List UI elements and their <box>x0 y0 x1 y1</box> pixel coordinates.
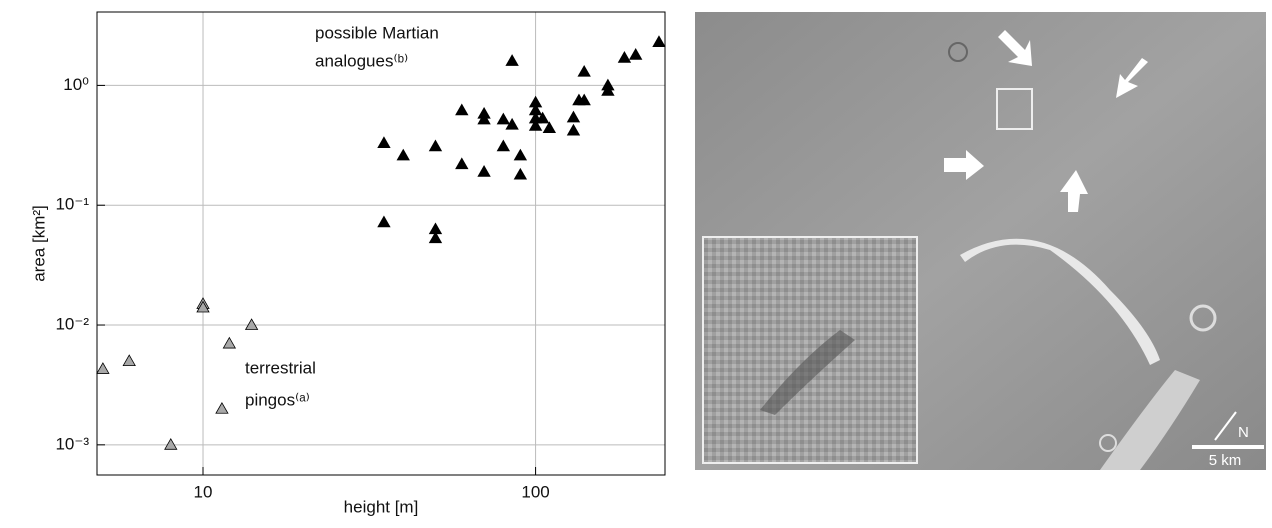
ridge <box>1100 370 1200 470</box>
data-point <box>455 157 469 170</box>
data-point <box>377 215 391 228</box>
data-point <box>244 318 259 330</box>
plot-frame <box>96 11 666 476</box>
data-point <box>577 93 591 106</box>
data-point <box>122 354 136 366</box>
data-point <box>377 136 391 148</box>
crater-rim <box>960 238 1160 365</box>
annotation: possible Martian <box>315 23 439 42</box>
y-tick-label: 10⁻² <box>55 315 89 334</box>
annotation: pingos⁽ᵃ⁾ <box>245 390 310 409</box>
crater <box>948 42 968 62</box>
annotation: terrestrial <box>245 358 316 377</box>
data-point <box>528 119 543 131</box>
data-point <box>513 167 528 180</box>
arrows <box>944 30 1148 212</box>
inset-feature <box>760 330 855 415</box>
mars-image: N 5 km <box>695 12 1266 470</box>
data-point <box>215 401 229 414</box>
data-point <box>396 148 410 161</box>
data-point <box>535 111 550 124</box>
data-point <box>96 362 110 374</box>
data-point <box>496 139 511 152</box>
data-point <box>566 110 581 123</box>
data-point <box>496 112 511 125</box>
inset <box>702 236 918 464</box>
y-tick-label: 10⁻³ <box>55 434 89 453</box>
data-point <box>513 148 528 161</box>
data-point <box>542 121 557 134</box>
data-point <box>164 438 178 450</box>
crater <box>1099 434 1117 452</box>
scale-bar <box>1192 445 1264 449</box>
x-tick-label: 10 <box>194 482 213 501</box>
scale-label: 5 km <box>1209 452 1242 469</box>
data-point <box>477 165 491 177</box>
data-point <box>428 231 443 244</box>
y-axis-label: area [km²] <box>29 205 48 282</box>
y-tick-label: 10⁻¹ <box>55 195 89 214</box>
x-axis-label: height [m] <box>344 497 419 516</box>
data-point <box>477 112 491 125</box>
data-point <box>617 50 632 63</box>
data-point <box>566 123 581 136</box>
annotation: analogues⁽ᵇ⁾ <box>315 51 408 70</box>
data-point <box>428 139 443 152</box>
crater <box>1189 304 1217 332</box>
x-tick-label: 100 <box>521 482 549 501</box>
data-point <box>196 300 210 313</box>
y-tick-label: 10⁰ <box>63 75 89 94</box>
data-point <box>652 35 666 47</box>
north-arrow <box>1214 411 1237 441</box>
north-label: N <box>1238 424 1249 441</box>
inset-box <box>996 88 1033 130</box>
data-point <box>628 48 643 60</box>
data-point <box>505 117 519 130</box>
data-point <box>505 54 519 66</box>
data-point <box>222 336 237 349</box>
data-point <box>455 103 469 116</box>
data-point <box>601 84 615 96</box>
data-point <box>577 64 591 77</box>
